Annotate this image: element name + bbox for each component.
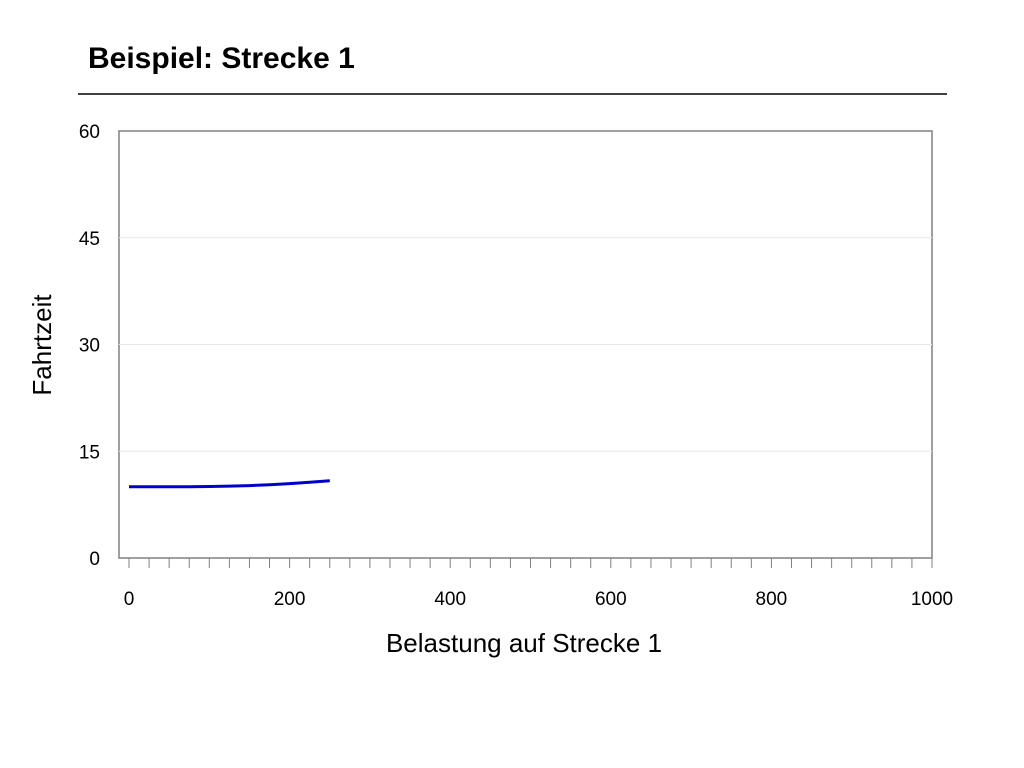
x-axis-ticks [128, 558, 933, 568]
slide-title: Beispiel: Strecke 1 [88, 42, 355, 75]
x-axis-tick-labels: 0 200 400 600 800 1000 [124, 589, 953, 610]
gridlines [119, 237, 932, 452]
title-divider [78, 93, 947, 95]
x-tick-label-0: 0 [124, 589, 135, 610]
y-tick-label-30: 30 [79, 336, 100, 357]
x-tick-label-400: 400 [434, 589, 466, 610]
x-tick-label-800: 800 [756, 589, 788, 610]
y-axis-title: Fahrtzeit [27, 294, 57, 396]
y-tick-label-15: 15 [79, 442, 100, 463]
y-tick-label-45: 45 [79, 229, 100, 250]
y-tick-label-60: 60 [79, 122, 100, 143]
series-line-0 [129, 479, 330, 489]
y-axis-tick-labels: 0 15 30 45 60 [79, 122, 100, 570]
x-tick-label-200: 200 [274, 589, 306, 610]
x-tick-label-1000: 1000 [911, 589, 953, 610]
series-lines [129, 479, 330, 489]
x-axis-title: Belastung auf Strecke 1 [386, 628, 662, 658]
x-tick-label-600: 600 [595, 589, 627, 610]
y-tick-label-0: 0 [89, 549, 100, 570]
